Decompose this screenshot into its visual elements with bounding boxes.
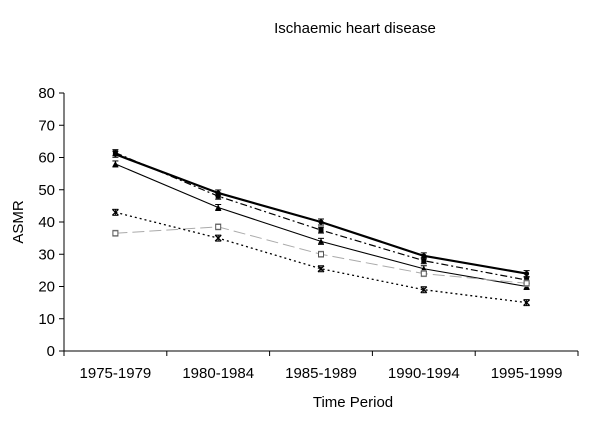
data-point	[215, 204, 222, 210]
x-tick-label: 1975-1979	[80, 365, 152, 382]
data-point	[524, 271, 530, 277]
data-point	[420, 265, 427, 272]
data-point	[421, 258, 427, 264]
data-point	[111, 208, 119, 216]
data-point	[523, 280, 530, 287]
series-line	[115, 211, 527, 304]
data-point	[420, 270, 427, 277]
data-point	[318, 219, 324, 225]
y-tick-label: 60	[38, 150, 55, 167]
series-1	[112, 150, 530, 278]
y-tick-label: 50	[38, 182, 55, 199]
series-line	[115, 152, 527, 281]
y-tick-label: 20	[38, 279, 55, 296]
data-point	[112, 160, 119, 167]
data-point	[420, 286, 428, 294]
data-point	[523, 299, 531, 307]
y-tick-label: 10	[38, 311, 55, 328]
y-tick-label: 80	[38, 85, 55, 102]
data-point	[318, 251, 324, 258]
y-tick-label: 70	[38, 117, 55, 134]
axes: 0 10 20 30 40 50 60 70 80 1975-1979 1980-1984 1985-…	[38, 85, 579, 382]
data-point	[214, 234, 222, 242]
series-3	[112, 160, 530, 290]
x-tick-label: 1990-1994	[388, 365, 460, 382]
data-point	[421, 253, 427, 259]
y-tick-label: 40	[38, 214, 55, 231]
y-axis-title: ASMR	[10, 200, 27, 244]
y-tick-label: 0	[47, 343, 55, 360]
x-axis-title: Time Period	[313, 394, 393, 411]
chart-title: Ischaemic heart disease	[274, 20, 436, 37]
data-point	[112, 150, 118, 156]
x-tick-label: 1985-1989	[285, 365, 357, 382]
data-point	[112, 230, 119, 237]
data-point	[318, 238, 324, 244]
x-tick-label: 1995-1999	[491, 365, 563, 382]
data-point	[318, 227, 324, 233]
y-tick-label: 30	[38, 246, 55, 263]
data-point	[215, 223, 222, 230]
x-tick-label: 1980-1984	[182, 365, 254, 382]
data-point	[215, 193, 221, 199]
series-layer	[111, 149, 531, 307]
data-point	[317, 265, 325, 273]
series-5	[111, 208, 531, 307]
